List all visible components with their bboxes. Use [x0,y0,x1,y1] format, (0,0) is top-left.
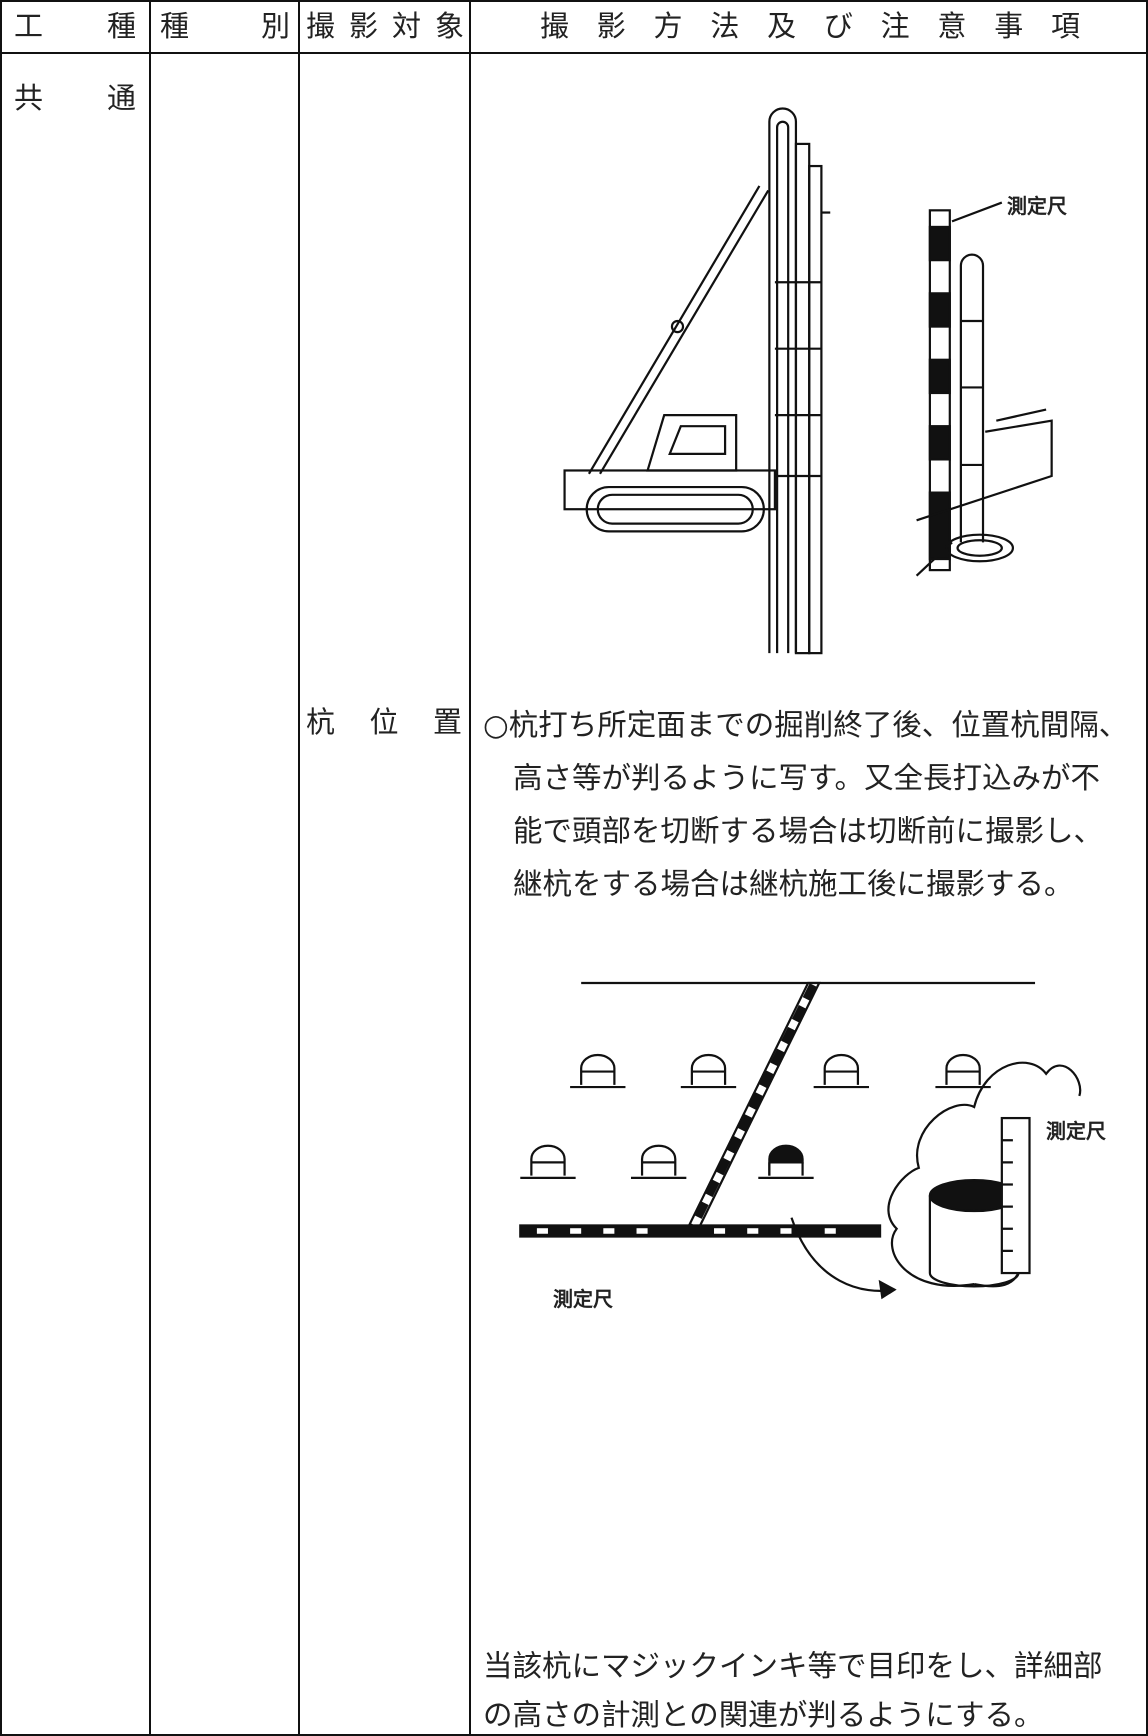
cell: 杭位置 [306,705,462,739]
pile-position-figure [519,981,1082,1300]
header-cell: 工種 [14,9,136,43]
figure-label: 測定尺 [553,1287,613,1311]
note-line: 高さ等が判るように写す。又全長打込みが不 [513,761,1101,795]
cell: 共通 [14,81,136,115]
note-line: ○杭打ち所定面までの掘削終了後、位置杭間隔、 [483,708,1129,742]
figure-label: 測定尺 [1007,194,1067,218]
header-cell: 撮影方法及び注意事項 [540,9,1080,43]
header-cell: 種別 [160,9,290,43]
footer-line: の高さの計測との関連が判るようにする。 [483,1698,1044,1732]
pile-driver-figure [563,107,1053,655]
note-line: 継杭をする場合は継杭施工後に撮影する。 [513,867,1074,901]
header-cell: 撮影対象 [306,9,464,43]
note-line: 能で頭部を切断する場合は切断前に撮影し、 [513,814,1104,848]
footer-line: 当該杭にマジックインキ等で目印をし、詳細部 [483,1649,1103,1683]
figure-label: 測定尺 [1046,1119,1106,1143]
